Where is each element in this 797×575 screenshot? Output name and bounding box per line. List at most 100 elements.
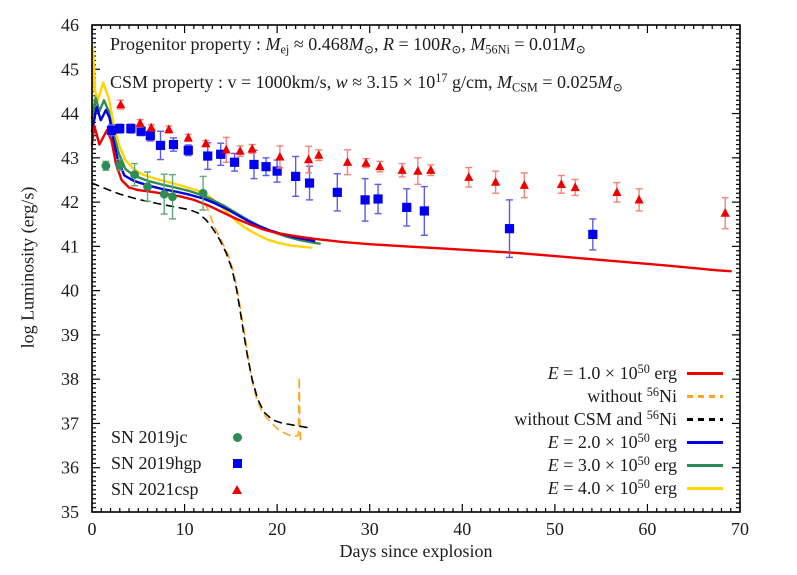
data-point-circle	[101, 161, 111, 171]
y-tick-label: 45	[61, 59, 79, 79]
x-tick-label: 60	[638, 519, 656, 539]
legend-label: E = 2.0 × 1050 erg	[547, 431, 677, 453]
y-axis-label: log Luminosity (erg/s)	[17, 186, 38, 349]
data-point-square	[304, 178, 315, 188]
data-point-triangle	[235, 146, 245, 155]
data-point-triangle	[634, 194, 644, 204]
data-point-square	[419, 206, 429, 216]
data-point-square	[203, 151, 213, 161]
data-point-square	[373, 194, 383, 204]
data-point-square	[216, 149, 226, 159]
legend-label: SN 2019hgp	[111, 452, 202, 473]
x-tick-label: 0	[88, 519, 97, 539]
legend-label: without 56Ni	[587, 385, 677, 407]
data-point-square	[168, 139, 179, 150]
x-tick-label: 10	[176, 519, 194, 539]
y-tick-label: 43	[61, 148, 79, 168]
legend-line-swatch	[687, 395, 723, 398]
data-point-triangle	[426, 165, 436, 174]
data-point-square	[504, 224, 515, 234]
y-tick-label: 39	[61, 325, 79, 345]
data-point-triangle	[342, 157, 353, 166]
y-tick-label: 44	[61, 104, 79, 124]
data-point-triangle	[375, 161, 385, 171]
series-line-e10	[90, 124, 732, 273]
data-point-triangle	[183, 132, 193, 142]
data-point-square	[136, 126, 146, 136]
data-point-triangle	[135, 118, 145, 127]
data-point-square	[261, 162, 271, 172]
legend-row-e40: E = 4.0 × 1050 erg	[514, 477, 723, 500]
y-tick-label: 35	[61, 502, 79, 522]
data-point-triangle	[397, 165, 407, 174]
scatter-sn2021csp	[116, 99, 730, 230]
data-point-triangle	[116, 99, 126, 109]
data-point-square	[402, 202, 412, 213]
legend-row-e10: E = 1.0 × 1050 erg	[514, 362, 723, 385]
model-line-legend: E = 1.0 × 1050 erg without 56Ni without …	[514, 362, 723, 500]
data-point-square	[155, 140, 166, 151]
data-point-triangle	[201, 138, 211, 148]
triangle-marker-icon	[232, 484, 242, 494]
legend-line-swatch	[687, 441, 723, 444]
data-point-triangle	[519, 180, 529, 189]
y-tick-label: 41	[61, 236, 79, 256]
data-point-triangle	[413, 166, 423, 175]
data-point-triangle	[164, 124, 174, 134]
data-point-triangle	[612, 187, 622, 196]
y-tick-label: 42	[61, 192, 79, 212]
data-point-circle	[115, 160, 125, 170]
data-point-square	[126, 123, 136, 134]
data-point-triangle	[361, 158, 371, 167]
data-point-square	[291, 171, 301, 182]
circle-marker-icon	[233, 432, 242, 442]
series-line-e40	[90, 45, 313, 249]
data-point-circle	[198, 188, 208, 198]
legend-line-swatch	[687, 418, 723, 421]
legend-label: SN 2021csp	[111, 478, 199, 499]
plot-frame	[91, 24, 741, 513]
data-point-circle	[143, 182, 152, 191]
x-axis-label: Days since explosion	[339, 541, 493, 561]
y-tick-label: 37	[61, 413, 79, 433]
legend-row-sn2019hgp: SN 2019hgp	[111, 450, 242, 476]
data-point-triangle	[247, 143, 257, 153]
data-point-triangle	[146, 122, 156, 132]
data-point-square	[588, 229, 598, 240]
x-tick-label: 50	[546, 519, 564, 539]
legend-label: E = 3.0 × 1050 erg	[547, 454, 677, 476]
data-point-triangle	[491, 177, 501, 186]
y-tick-label: 46	[61, 15, 79, 35]
legend-label: SN 2019jc	[111, 426, 188, 447]
data-point-square	[332, 187, 342, 197]
x-tick-label: 70	[731, 519, 749, 539]
x-tick-label: 30	[361, 519, 379, 539]
legend-row-e30: E = 3.0 × 1050 erg	[514, 454, 723, 477]
data-point-square	[360, 195, 370, 205]
legend-row-e20: E = 2.0 × 1050 erg	[514, 431, 723, 454]
data-point-circle	[159, 189, 169, 199]
legend-row-noNi: without 56Ni	[514, 385, 723, 408]
legend-line-swatch	[687, 372, 723, 375]
y-tick-label: 38	[61, 369, 79, 389]
legend-label: without CSM and 56Ni	[514, 408, 677, 430]
data-point-square	[249, 159, 259, 170]
data-point-triangle	[556, 179, 566, 188]
x-tick-label: 40	[453, 519, 471, 539]
scatter-sn2019jc	[101, 158, 208, 220]
data-point-triangle	[570, 182, 580, 192]
data-point-triangle	[720, 208, 730, 217]
tick-labels: 0 10 20 30 40 50 60 70 35 36 37 38 39 40 41 42 43 44 45 46	[61, 15, 749, 539]
y-tick-label: 40	[61, 281, 79, 301]
legend-row-sn2021csp: SN 2021csp	[111, 476, 242, 502]
data-point-triangle	[221, 144, 231, 154]
y-tick-label: 36	[61, 458, 79, 478]
scatter-sn2019hgp	[106, 123, 598, 259]
data-point-triangle	[464, 172, 474, 181]
data-point-square	[272, 166, 282, 176]
data-point-circle	[168, 192, 177, 202]
legend-line-swatch	[687, 464, 723, 467]
series-line-noCSMNi	[91, 182, 314, 429]
